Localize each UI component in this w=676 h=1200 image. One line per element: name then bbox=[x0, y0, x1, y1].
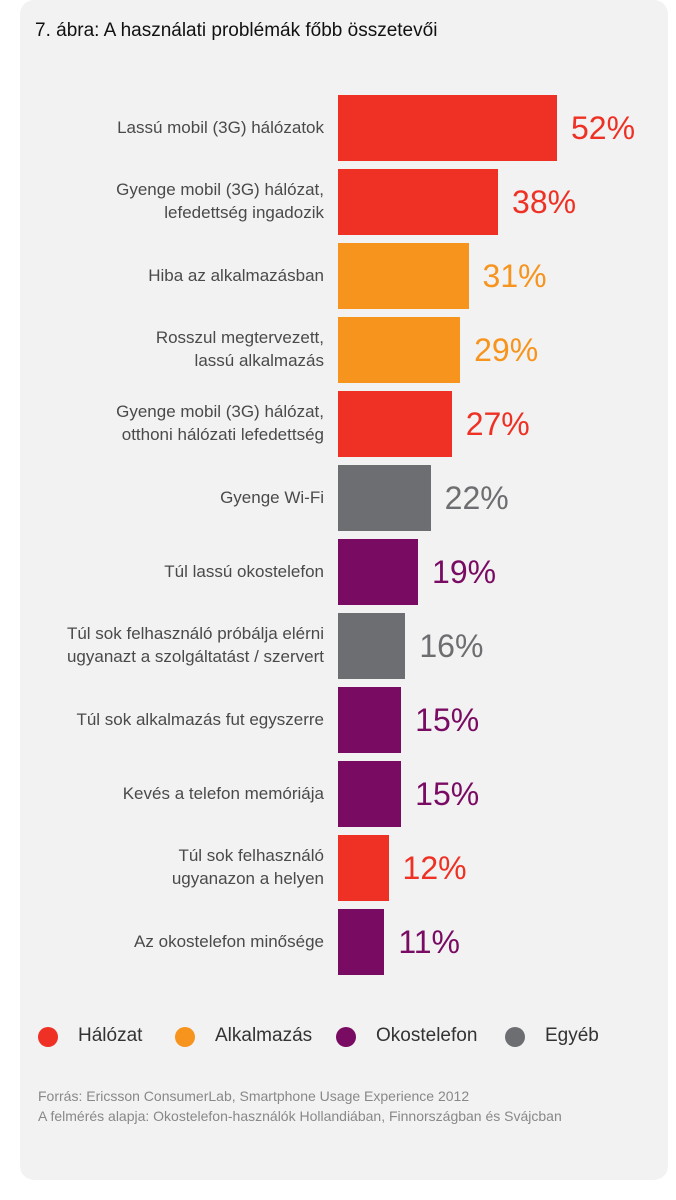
bar bbox=[338, 835, 389, 901]
value-label: 16% bbox=[419, 628, 484, 664]
category-label: Lassú mobil (3G) hálózatok bbox=[117, 117, 324, 137]
bar bbox=[338, 687, 402, 753]
category-label: Gyenge Wi-Fi bbox=[220, 487, 324, 507]
value-label: 31% bbox=[482, 258, 547, 294]
legend-swatch bbox=[505, 1027, 525, 1047]
legend-label: Okostelefon bbox=[376, 1025, 478, 1046]
bar bbox=[338, 95, 557, 161]
value-label: 12% bbox=[402, 850, 467, 886]
value-label: 27% bbox=[465, 406, 530, 442]
source-note: Forrás: Ericsson ConsumerLab, Smartphone… bbox=[38, 1088, 470, 1104]
category-label: Túl lassú okostelefon bbox=[164, 561, 324, 581]
bar bbox=[338, 317, 461, 383]
survey-basis-note: A felmérés alapja: Okostelefon-használók… bbox=[38, 1108, 562, 1124]
value-label: 22% bbox=[444, 480, 509, 516]
value-label: 15% bbox=[415, 702, 480, 738]
value-label: 38% bbox=[512, 184, 577, 220]
category-label: Hiba az alkalmazásban bbox=[148, 265, 324, 285]
category-label: Rosszul megtervezett, lassú alkalmazás bbox=[155, 328, 324, 370]
legend-swatch bbox=[38, 1027, 58, 1047]
legend-label: Hálózat bbox=[78, 1025, 143, 1046]
bar bbox=[338, 391, 452, 457]
category-label: Gyenge mobil (3G) hálózat, lefedettség i… bbox=[116, 180, 324, 222]
value-label: 11% bbox=[398, 924, 460, 960]
bar bbox=[338, 243, 469, 309]
bar bbox=[338, 909, 385, 975]
category-label: Kevés a telefon memóriája bbox=[122, 783, 324, 803]
category-label: Túl sok felhasználó ugyanazon a helyen bbox=[171, 846, 324, 888]
chart-title: 7. ábra: A használati problémák főbb öss… bbox=[35, 20, 438, 41]
bar bbox=[338, 761, 402, 827]
category-label: Gyenge mobil (3G) hálózat, otthoni hálóz… bbox=[116, 402, 324, 444]
category-label: Túl sok felhasználó próbálja elérni ugya… bbox=[66, 624, 324, 666]
value-label: 15% bbox=[415, 776, 480, 812]
legend-label: Egyéb bbox=[545, 1025, 599, 1046]
bar bbox=[338, 613, 406, 679]
value-label: 19% bbox=[432, 554, 497, 590]
bar bbox=[338, 465, 431, 531]
bar bbox=[338, 539, 419, 605]
legend-swatch bbox=[175, 1027, 195, 1047]
category-label: Túl sok alkalmazás fut egyszerre bbox=[76, 709, 324, 729]
legend-label: Alkalmazás bbox=[215, 1025, 313, 1046]
legend-swatch bbox=[336, 1027, 356, 1047]
bar bbox=[338, 169, 499, 235]
value-label: 29% bbox=[474, 332, 539, 368]
category-label: Az okostelefon minősége bbox=[134, 931, 324, 951]
value-label: 52% bbox=[571, 110, 636, 146]
